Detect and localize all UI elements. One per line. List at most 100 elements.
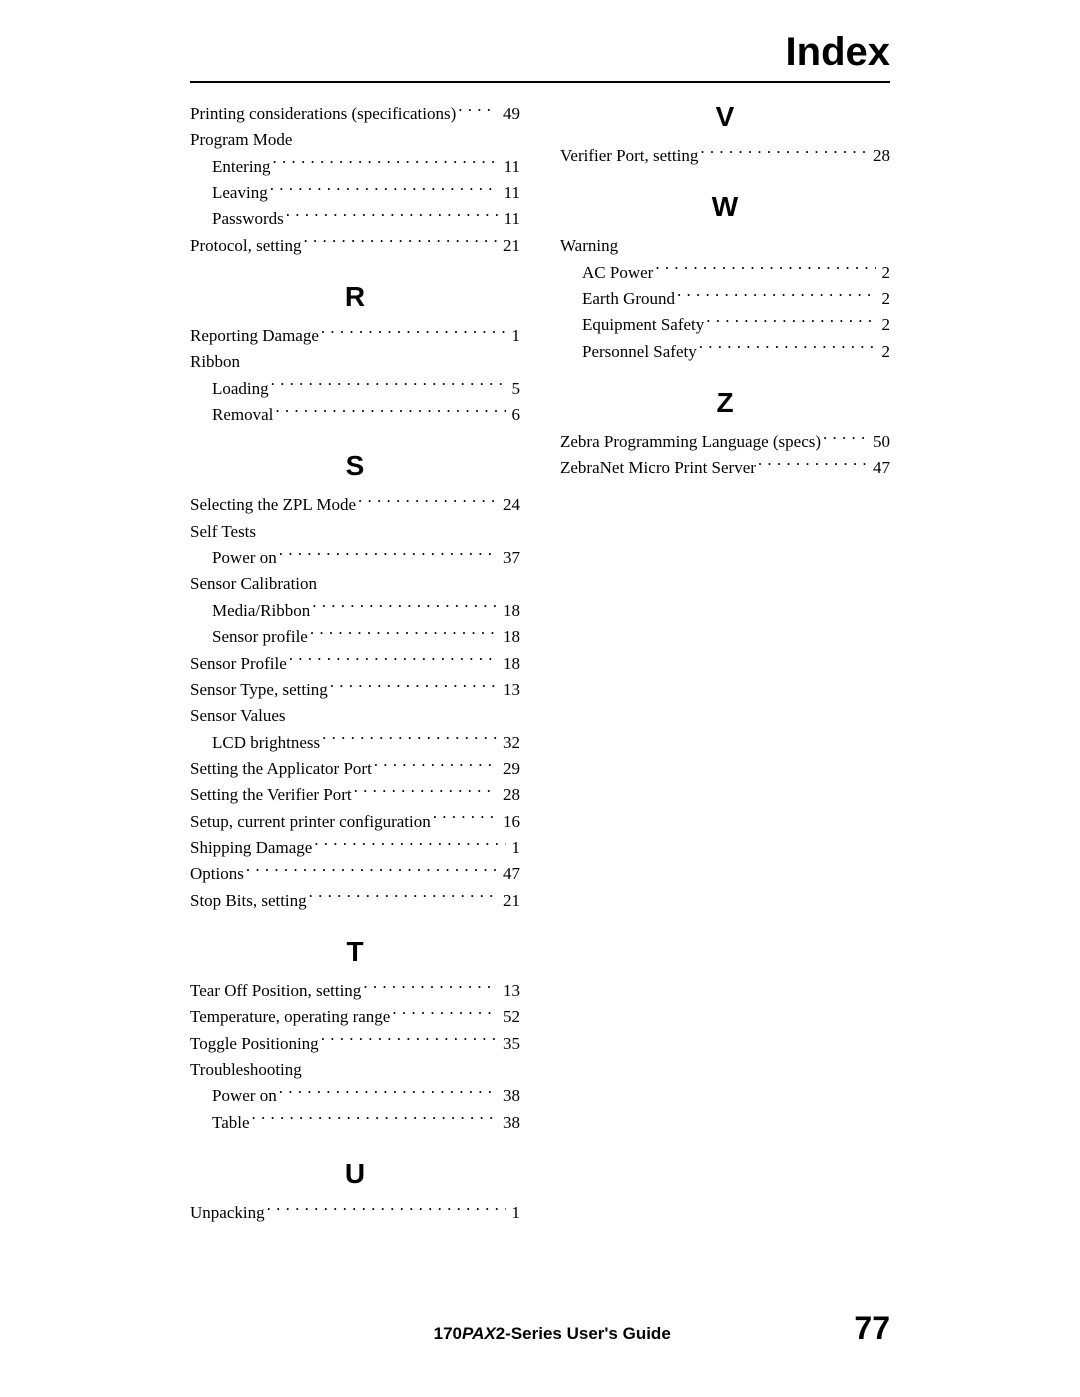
- index-entry-label: Earth Ground: [582, 286, 675, 312]
- index-entry-label: Tear Off Position, setting: [190, 978, 361, 1004]
- footer-model-italic: PAX: [462, 1324, 496, 1343]
- index-subentry: Loading 5: [190, 376, 520, 402]
- index-entry-label: Options: [190, 861, 244, 887]
- index-entry-page: 6: [508, 402, 521, 428]
- index-entry: Printing considerations (specifications)…: [190, 101, 520, 127]
- footer-suffix: 2-Series User's Guide: [496, 1324, 671, 1343]
- index-entry-leader: [620, 234, 888, 251]
- index-section-letter: R: [190, 281, 520, 313]
- index-entry-label: Loading: [212, 376, 269, 402]
- index-entry: Warning: [560, 233, 890, 259]
- index-entry-label: Shipping Damage: [190, 835, 312, 861]
- index-entry-label: Sensor Values: [190, 703, 286, 729]
- index-entry-leader: [270, 181, 498, 198]
- index-entry: Sensor Type, setting13: [190, 677, 520, 703]
- index-entry-page: 18: [499, 624, 520, 650]
- index-entry-page: 50: [869, 429, 890, 455]
- index-entry-label: Temperature, operating range: [190, 1004, 390, 1030]
- index-entry: Toggle Positioning35: [190, 1031, 520, 1057]
- index-entry-page: 52: [499, 1004, 520, 1030]
- index-entry-page: 1: [508, 1200, 521, 1226]
- index-entry-leader: [279, 1084, 497, 1101]
- index-entry-page: 5: [508, 376, 521, 402]
- index-entry-label: Setting the Applicator Port: [190, 756, 372, 782]
- index-entry: Sensor Calibration: [190, 571, 520, 597]
- index-entry-label: Toggle Positioning: [190, 1031, 319, 1057]
- index-entry-page: 24: [499, 492, 520, 518]
- index-entry-label: Verifier Port, setting: [560, 143, 698, 169]
- index-entry-label: Stop Bits, setting: [190, 888, 307, 914]
- index-entry-page: 1: [508, 835, 521, 861]
- index-entry: ZebraNet Micro Print Server 47: [560, 455, 890, 481]
- index-entry-page: 21: [499, 888, 520, 914]
- index-entry-label: Media/Ribbon: [212, 598, 310, 624]
- index-column-left: Printing considerations (specifications)…: [190, 101, 520, 1226]
- index-entry: Reporting Damage 1: [190, 323, 520, 349]
- index-entry-page: 11: [500, 180, 520, 206]
- index-entry: Temperature, operating range 52: [190, 1004, 520, 1030]
- index-entry-page: 32: [499, 730, 520, 756]
- index-subentry: Media/Ribbon 18: [190, 598, 520, 624]
- index-subentry: LCD brightness32: [190, 730, 520, 756]
- index-entry-label: Sensor profile: [212, 624, 308, 650]
- index-entry-leader: [267, 1201, 506, 1218]
- index-entry-label: Leaving: [212, 180, 268, 206]
- index-entry-label: Zebra Programming Language (specs): [560, 429, 821, 455]
- index-entry-leader: [258, 520, 518, 537]
- index-subentry: Equipment Safety2: [560, 312, 890, 338]
- index-entry: Setting the Verifier Port28: [190, 782, 520, 808]
- index-entry: Shipping Damage 1: [190, 835, 520, 861]
- index-entry: Options47: [190, 861, 520, 887]
- index-entry-label: Entering: [212, 154, 271, 180]
- index-entry-leader: [310, 625, 497, 642]
- index-section-letter: S: [190, 450, 520, 482]
- index-subentry: Table38: [190, 1110, 520, 1136]
- index-entry-page: 18: [499, 651, 520, 677]
- index-entry-label: Setting the Verifier Port: [190, 782, 352, 808]
- index-entry-page: 2: [878, 260, 891, 286]
- index-entry-leader: [312, 599, 497, 616]
- index-entry-leader: [354, 783, 497, 800]
- index-entry-page: 11: [500, 154, 520, 180]
- index-subentry: Passwords11: [190, 206, 520, 232]
- index-entry-label: Power on: [212, 1083, 277, 1109]
- index-columns: Printing considerations (specifications)…: [190, 101, 890, 1226]
- index-section-letter: Z: [560, 387, 890, 419]
- index-column-right: VVerifier Port, setting28WWarningAC Powe…: [560, 101, 890, 1226]
- page-footer: 170PAX2-Series User's Guide 77: [190, 1310, 890, 1347]
- index-entry: Self Tests: [190, 519, 520, 545]
- index-subentry: AC Power2: [560, 260, 890, 286]
- index-entry: Sensor Profile 18: [190, 651, 520, 677]
- index-entry-label: Sensor Type, setting: [190, 677, 328, 703]
- index-entry-page: 1: [508, 323, 521, 349]
- index-entry-page: 18: [499, 598, 520, 624]
- index-entry: Zebra Programming Language (specs) 50: [560, 429, 890, 455]
- index-entry-leader: [321, 324, 506, 341]
- index-entry: Ribbon: [190, 349, 520, 375]
- index-entry-page: 47: [869, 455, 890, 481]
- index-entry-label: Ribbon: [190, 349, 240, 375]
- index-entry-label: Unpacking: [190, 1200, 265, 1226]
- index-entry-page: 21: [499, 233, 520, 259]
- index-subentry: Personnel Safety2: [560, 339, 890, 365]
- index-entry-leader: [677, 287, 875, 304]
- index-entry-leader: [374, 757, 497, 774]
- index-entry-leader: [699, 340, 876, 357]
- index-entry-label: Sensor Profile: [190, 651, 287, 677]
- index-entry-page: 13: [499, 978, 520, 1004]
- index-entry-label: Warning: [560, 233, 618, 259]
- index-entry-label: ZebraNet Micro Print Server: [560, 455, 756, 481]
- index-entry: Tear Off Position, setting 13: [190, 978, 520, 1004]
- index-entry-label: Personnel Safety: [582, 339, 697, 365]
- index-entry-label: Reporting Damage: [190, 323, 319, 349]
- footer-doc-title: 170PAX2-Series User's Guide: [250, 1324, 854, 1344]
- index-section-letter: T: [190, 936, 520, 968]
- index-entry-leader: [314, 836, 505, 853]
- index-entry: Protocol, setting21: [190, 233, 520, 259]
- index-entry-label: Table: [212, 1110, 250, 1136]
- index-entry: Unpacking 1: [190, 1200, 520, 1226]
- index-subentry: Earth Ground2: [560, 286, 890, 312]
- index-entry-leader: [392, 1005, 497, 1022]
- index-entry: Program Mode: [190, 127, 520, 153]
- index-subentry: Leaving 11: [190, 180, 520, 206]
